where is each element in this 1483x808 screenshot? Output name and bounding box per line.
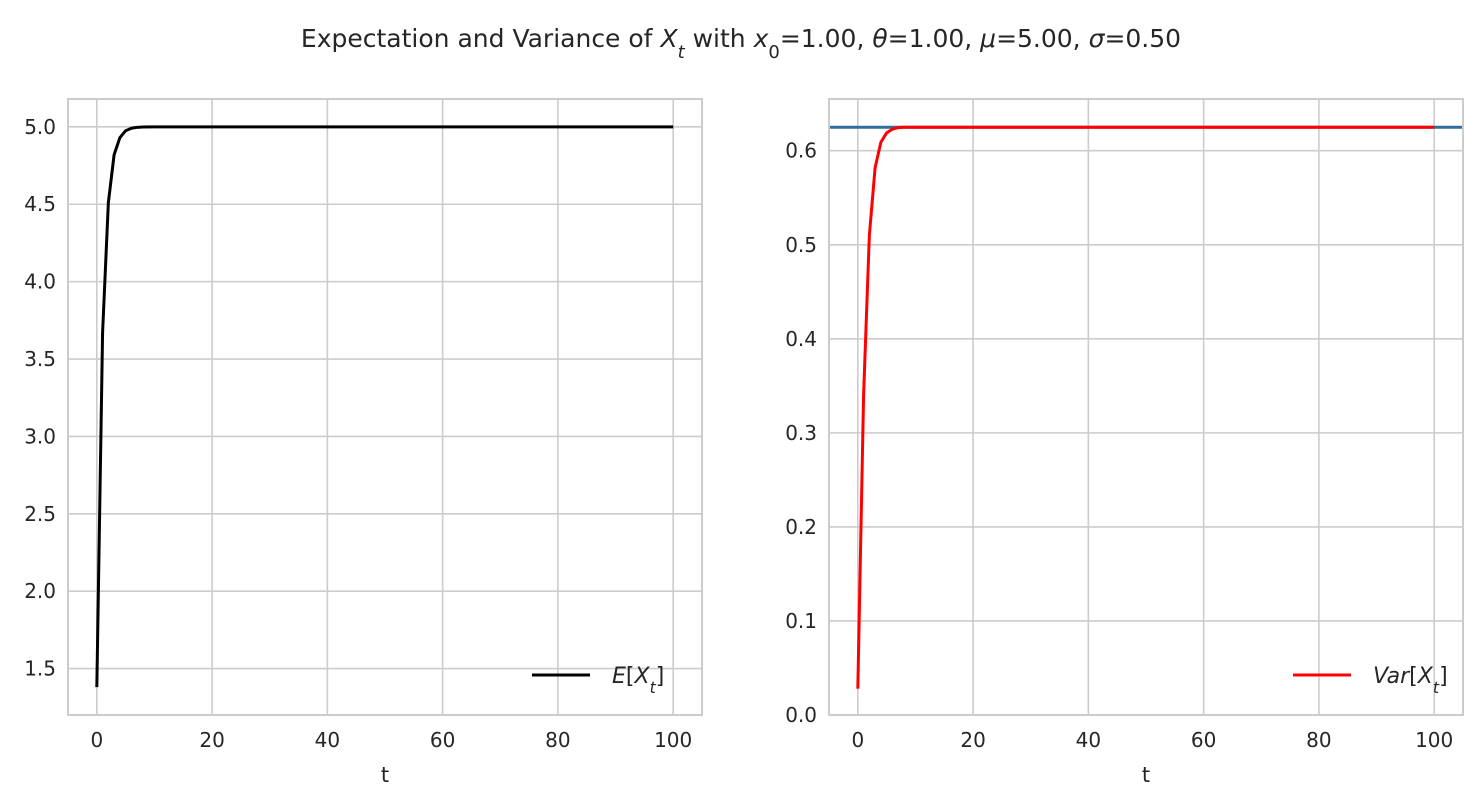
x-tick-label: 40 <box>1076 728 1101 752</box>
figure-title: Expectation and Variance of Xt with x0=1… <box>301 24 1181 63</box>
y-tick-label: 4.0 <box>24 270 56 294</box>
y-tick-label: 3.5 <box>24 347 56 371</box>
axes-frame <box>67 98 703 716</box>
x-axis-label: t <box>1142 763 1150 787</box>
x-tick-label: 40 <box>315 728 340 752</box>
x-tick-label: 60 <box>430 728 455 752</box>
y-tick-label: 0.0 <box>785 703 817 727</box>
x-axis-label: t <box>381 763 389 787</box>
x-tick-label: 100 <box>654 728 692 752</box>
x-tick-label: 20 <box>960 728 985 752</box>
y-tick-label: 2.5 <box>24 502 56 526</box>
y-tick-label: 0.1 <box>785 609 817 633</box>
x-tick-label: 80 <box>1306 728 1331 752</box>
y-tick-label: 0.5 <box>785 233 817 257</box>
plot-area <box>68 99 702 715</box>
series-line <box>856 125 1435 689</box>
variance-panel: 0 20 40 60 80 100 0.0 0.1 0.2 0.3 0.4 0.5 0.6 t Var[Xt… <box>785 98 1464 787</box>
y-tick-label: 3.0 <box>24 424 56 448</box>
x-tick-label: 60 <box>1191 728 1216 752</box>
x-tick-label: 100 <box>1415 728 1453 752</box>
series-line <box>95 125 674 688</box>
legend-label: Var[Xt] <box>1373 664 1448 697</box>
x-tick-label: 80 <box>545 728 570 752</box>
plot-area <box>829 99 1463 715</box>
y-tick-label: 5.0 <box>24 115 56 139</box>
y-tick-label: 0.4 <box>785 327 817 351</box>
x-tick-label: 0 <box>90 728 103 752</box>
y-tick-label: 1.5 <box>24 657 56 681</box>
y-tick-label: 0.6 <box>785 139 817 163</box>
expectation-panel: 0 20 40 60 80 100 1.5 2.0 2.5 3.0 3.5 4.0 4.5 5.0 t E[X… <box>24 98 703 787</box>
y-tick-label: 2.0 <box>24 579 56 603</box>
x-tick-label: 0 <box>851 728 864 752</box>
y-tick-label: 0.2 <box>785 515 817 539</box>
axes-frame <box>828 98 1464 716</box>
y-tick-label: 4.5 <box>24 192 56 216</box>
legend: Var[Xt] <box>1293 664 1448 697</box>
y-tick-label: 0.3 <box>785 421 817 445</box>
x-tick-label: 20 <box>199 728 224 752</box>
legend-label: E[Xt] <box>612 664 664 697</box>
legend: E[Xt] <box>532 664 664 697</box>
